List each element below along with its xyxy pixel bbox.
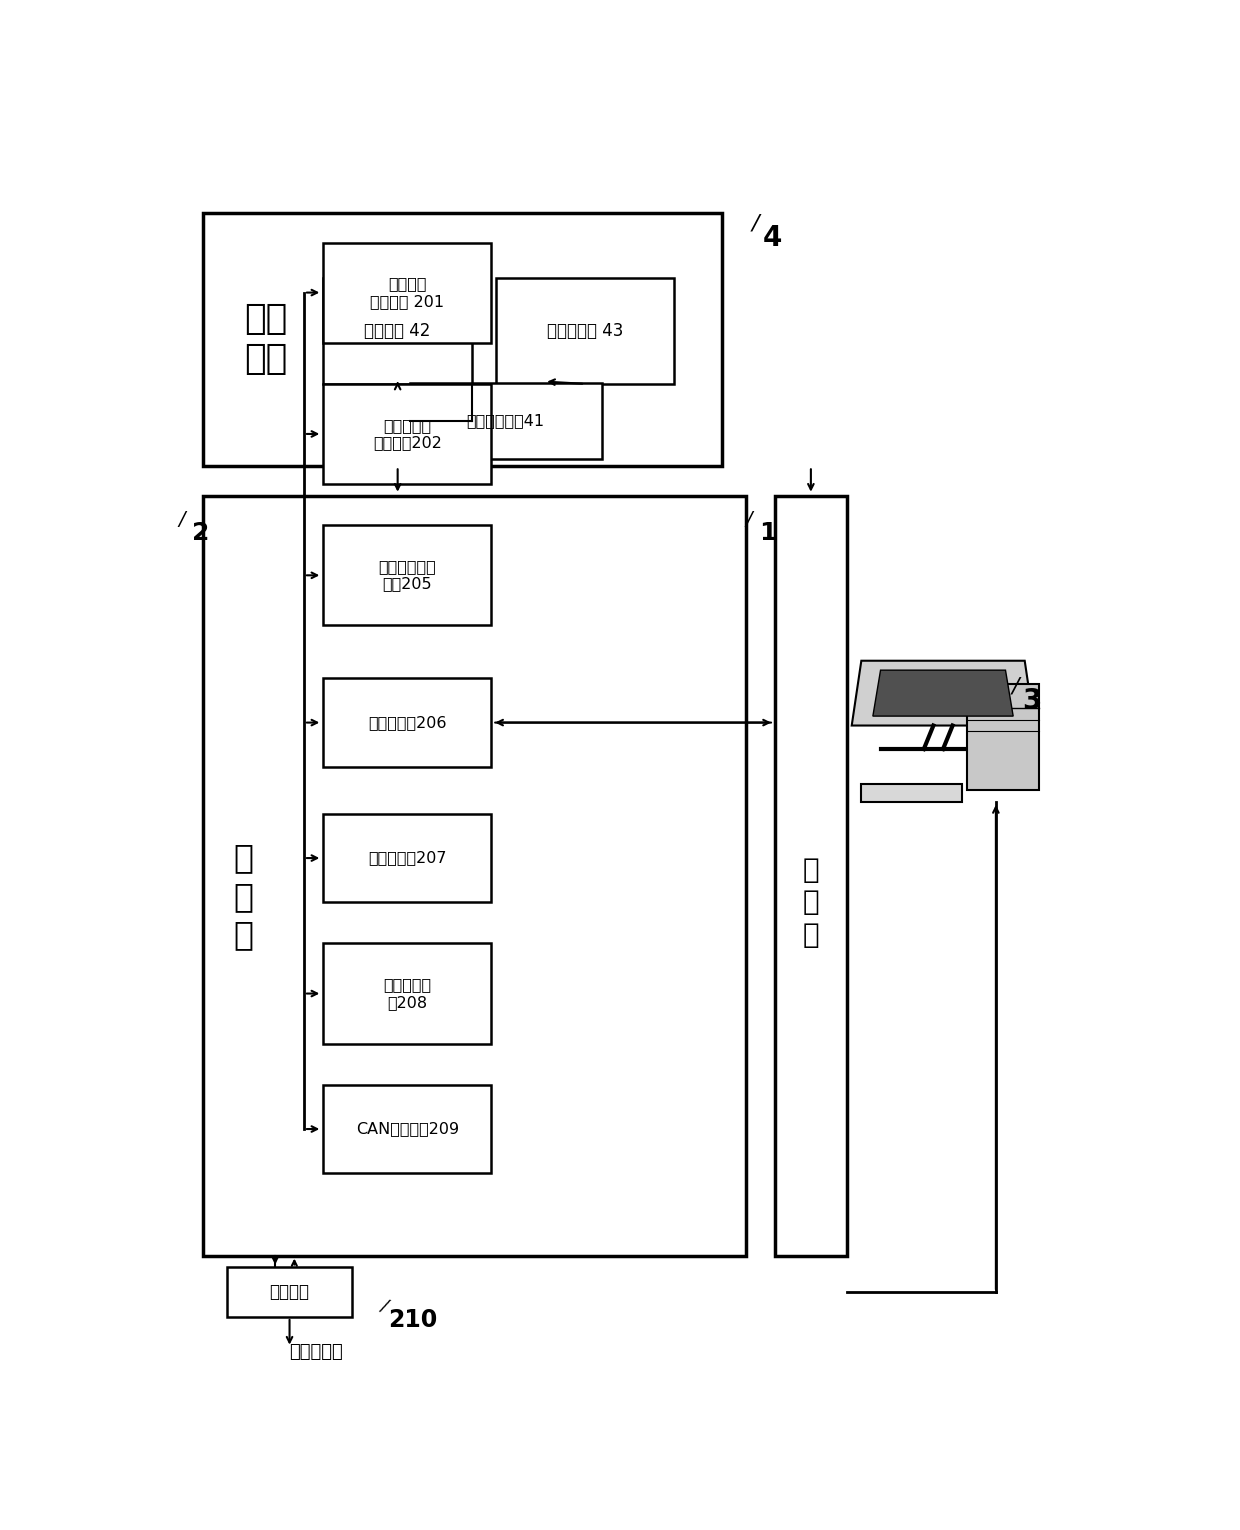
Bar [496,278,675,384]
Text: 显示面板 42: 显示面板 42 [365,321,430,340]
Bar [324,525,491,626]
Text: 第二子模块207: 第二子模块207 [368,851,446,866]
Bar [775,496,847,1256]
Text: 4: 4 [763,223,781,252]
Bar [324,384,491,483]
Text: 接口功能
配置模块 201: 接口功能 配置模块 201 [371,277,444,309]
Text: CAN通信模块209: CAN通信模块209 [356,1121,459,1137]
Text: 第一子模块206: 第一子模块206 [368,715,446,730]
Text: 故障信号模拟
模块205: 故障信号模拟 模块205 [378,558,436,592]
Text: 2: 2 [192,522,210,546]
Polygon shape [967,684,1039,791]
Text: 展示控制模块41: 展示控制模块41 [466,413,544,428]
Bar [203,496,746,1256]
Polygon shape [873,670,1013,716]
Text: /: / [179,509,185,529]
Text: /: / [378,1296,389,1314]
Text: 其他仿真器: 其他仿真器 [290,1343,343,1362]
Bar [324,814,491,903]
Text: 传感器信号
模拟模块202: 传感器信号 模拟模块202 [373,418,441,450]
Text: 210: 210 [388,1308,438,1333]
Bar [409,382,601,459]
Text: /: / [751,214,759,234]
Bar [324,944,491,1043]
Text: 1: 1 [759,522,777,546]
Bar [203,213,722,467]
Text: 仿
真
器: 仿 真 器 [233,842,253,952]
Bar [324,278,472,384]
Bar [324,1085,491,1174]
Text: 可视化模块 43: 可视化模块 43 [547,321,624,340]
Text: 展示
装置: 展示 装置 [244,303,288,376]
Text: 3: 3 [1022,687,1042,715]
Text: 控
制
器: 控 制 器 [802,855,820,949]
Bar [324,678,491,767]
Text: /: / [745,509,753,529]
Text: /: / [1012,676,1019,696]
Bar [324,242,491,343]
Bar [227,1267,352,1317]
Text: 数据接口: 数据接口 [269,1284,310,1300]
Polygon shape [862,785,962,802]
Polygon shape [852,661,1034,725]
Text: 串口通信模
块208: 串口通信模 块208 [383,978,432,1010]
